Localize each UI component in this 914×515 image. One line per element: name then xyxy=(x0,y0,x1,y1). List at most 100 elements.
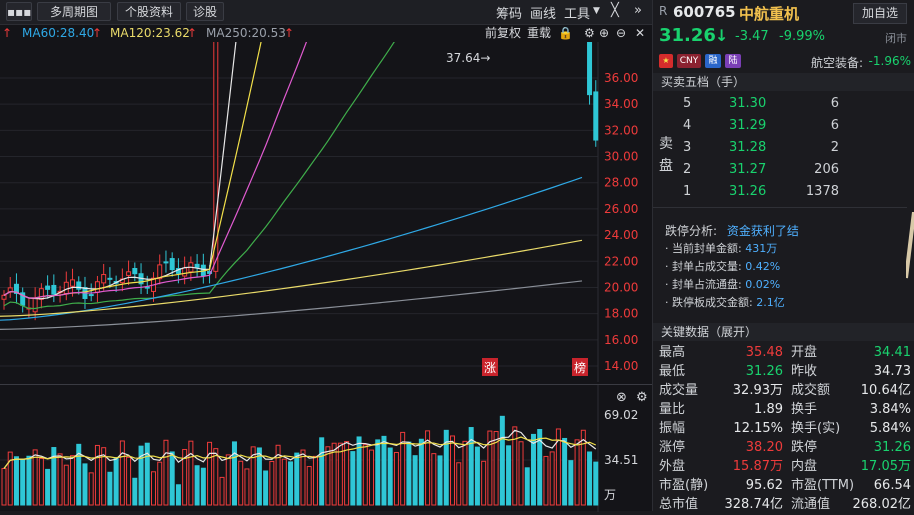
ask-row-3[interactable]: 3 31.28 2 xyxy=(683,140,839,155)
r-prefix: R xyxy=(659,4,668,18)
zoom-out-icon[interactable]: ⊖ xyxy=(616,26,627,40)
chevron-down-icon[interactable]: ▼ xyxy=(593,6,600,16)
volume-bar xyxy=(1,467,7,506)
lock-icon[interactable]: 🔒 xyxy=(558,26,573,40)
volume-bar xyxy=(481,460,487,506)
chart-toolbar: ▪▪▪ 多周期图 个股资料 诊股 筹码 画线 工具 ▼ ╳ » xyxy=(0,0,652,25)
volume-bar xyxy=(200,467,206,506)
key-value: 66.54 xyxy=(873,478,911,493)
candle xyxy=(144,286,150,289)
limit-reason[interactable]: 资金获利了结 xyxy=(726,224,799,238)
ma60-value: MA60:28.40 xyxy=(22,26,95,40)
volume-bar xyxy=(32,449,38,506)
y-tick-label: 14.00 xyxy=(604,359,638,373)
y-tick-label: 20.00 xyxy=(604,280,638,294)
sector-label[interactable]: 航空装备: xyxy=(811,56,864,70)
settings-icon[interactable]: ⚙ xyxy=(584,26,595,40)
ask-row-4[interactable]: 4 31.29 6 xyxy=(683,118,839,133)
volume-bar xyxy=(244,468,250,506)
close-icon[interactable]: ✕ xyxy=(635,26,646,40)
pre-adjust-button[interactable]: 前复权 xyxy=(485,26,522,40)
ask-row-1[interactable]: 1 31.26 1378 xyxy=(683,184,839,199)
draw-line-button[interactable]: 画线 xyxy=(530,7,557,22)
volume-bar xyxy=(26,455,32,506)
order-book-title: 买卖五档（手） xyxy=(653,73,914,91)
volume-bar xyxy=(213,448,219,506)
key-data-title[interactable]: 关键数据（展开） xyxy=(653,323,914,341)
key-label: 量比 xyxy=(659,402,686,417)
candle xyxy=(1,294,7,300)
volume-bar xyxy=(499,415,505,506)
volume-bar xyxy=(138,445,144,506)
high-price-label: 37.64→ xyxy=(446,51,490,65)
volume-bar xyxy=(94,444,100,506)
candle xyxy=(70,279,76,287)
ma-legend: ↑ MA60:28.40 ↑ MA120:23.62 ↑ MA250:20.53… xyxy=(0,24,652,42)
more-dots-icon[interactable]: ▪▪▪ xyxy=(6,2,32,21)
volume-bar xyxy=(319,437,325,506)
volume-bar xyxy=(437,455,443,506)
volume-bar xyxy=(387,447,393,506)
collapse-icon[interactable]: ╳ xyxy=(611,3,619,18)
volume-bar xyxy=(88,472,94,506)
tag-row: ★ CNY 融 陆 航空装备: -1.96% xyxy=(653,51,914,71)
ask-row-2[interactable]: 2 31.27 206 xyxy=(683,162,839,177)
volume-bar xyxy=(512,426,518,506)
key-data-row: 外盘 15.87万 内盘 17.05万 xyxy=(653,457,914,476)
volume-bar xyxy=(207,441,213,506)
zoom-in-icon[interactable]: ⊕ xyxy=(599,26,610,40)
limit-up-badge xyxy=(482,358,498,376)
overlay-button[interactable]: 重载 xyxy=(527,26,552,40)
y-tick-label: 32.00 xyxy=(604,123,638,137)
key-label: 总市值 xyxy=(659,497,699,512)
limit-title: 跌停分析: xyxy=(665,224,718,238)
key-label: 开盘 xyxy=(791,345,818,360)
volume-bar xyxy=(549,451,555,506)
key-data-row: 最低 31.26 昨收 34.73 xyxy=(653,362,914,381)
y-tick-label: 26.00 xyxy=(604,202,638,216)
y-tick-label: 28.00 xyxy=(604,176,638,190)
kline-chart[interactable]: 36.00 34.00 32.00 30.00 28.00 26.00 24.00 22.00… xyxy=(0,0,652,382)
ma-prefix-arrow: ↑ xyxy=(2,26,13,40)
scroll-handle[interactable] xyxy=(904,211,914,282)
candle xyxy=(101,274,107,284)
y-tick-label: 22.00 xyxy=(604,254,638,268)
stock-info-button[interactable]: 个股资料 xyxy=(117,2,181,21)
list-badge xyxy=(572,358,588,376)
volume-bar xyxy=(144,442,150,506)
volume-bar xyxy=(294,452,300,506)
key-label: 流通值 xyxy=(791,497,831,512)
volume-bar xyxy=(256,447,262,506)
sector-pct: -1.96% xyxy=(868,54,911,68)
volume-bar xyxy=(593,461,599,506)
limit-line-3: · 封单占流通盘: 0.02% xyxy=(665,278,781,291)
quote-header: R 600765 中航重机 加自选 xyxy=(653,0,914,24)
volume-bar xyxy=(537,429,543,506)
volume-bar xyxy=(157,461,163,506)
tools-button[interactable]: 工具 xyxy=(564,7,591,22)
volume-bar xyxy=(275,444,281,506)
key-value: 3.84% xyxy=(869,402,911,417)
vol-close-icon: ⊗ xyxy=(616,390,627,405)
diagnose-button[interactable]: 诊股 xyxy=(186,2,224,21)
key-label: 成交量 xyxy=(659,383,699,398)
volume-chart[interactable]: 69.02 34.51 万 ⊗ ⚙ xyxy=(0,384,652,512)
chips-button[interactable]: 筹码 xyxy=(496,7,523,22)
stock-name: 中航重机 xyxy=(739,5,800,23)
candle xyxy=(32,297,38,313)
stock-code: 600765 xyxy=(673,3,736,21)
key-label: 换手 xyxy=(791,402,818,417)
quote-panel: R 600765 中航重机 加自选 31.26 ↓ -3.47 -9.99% 闭… xyxy=(652,0,914,512)
volume-bar xyxy=(562,437,568,506)
volume-bar xyxy=(13,456,19,506)
volume-bar xyxy=(412,455,418,506)
list-badge-text: 榜 xyxy=(574,360,586,375)
volume-bar xyxy=(238,460,244,506)
more-button[interactable]: » xyxy=(634,3,642,18)
ask-row-5[interactable]: 5 31.30 6 xyxy=(683,96,839,111)
candle xyxy=(132,268,138,275)
volume-bar xyxy=(362,444,368,506)
limit-line-1: · 当前封单金额: 431万 xyxy=(665,242,778,255)
add-watchlist-button[interactable]: 加自选 xyxy=(853,3,907,24)
multi-period-button[interactable]: 多周期图 xyxy=(37,2,111,21)
